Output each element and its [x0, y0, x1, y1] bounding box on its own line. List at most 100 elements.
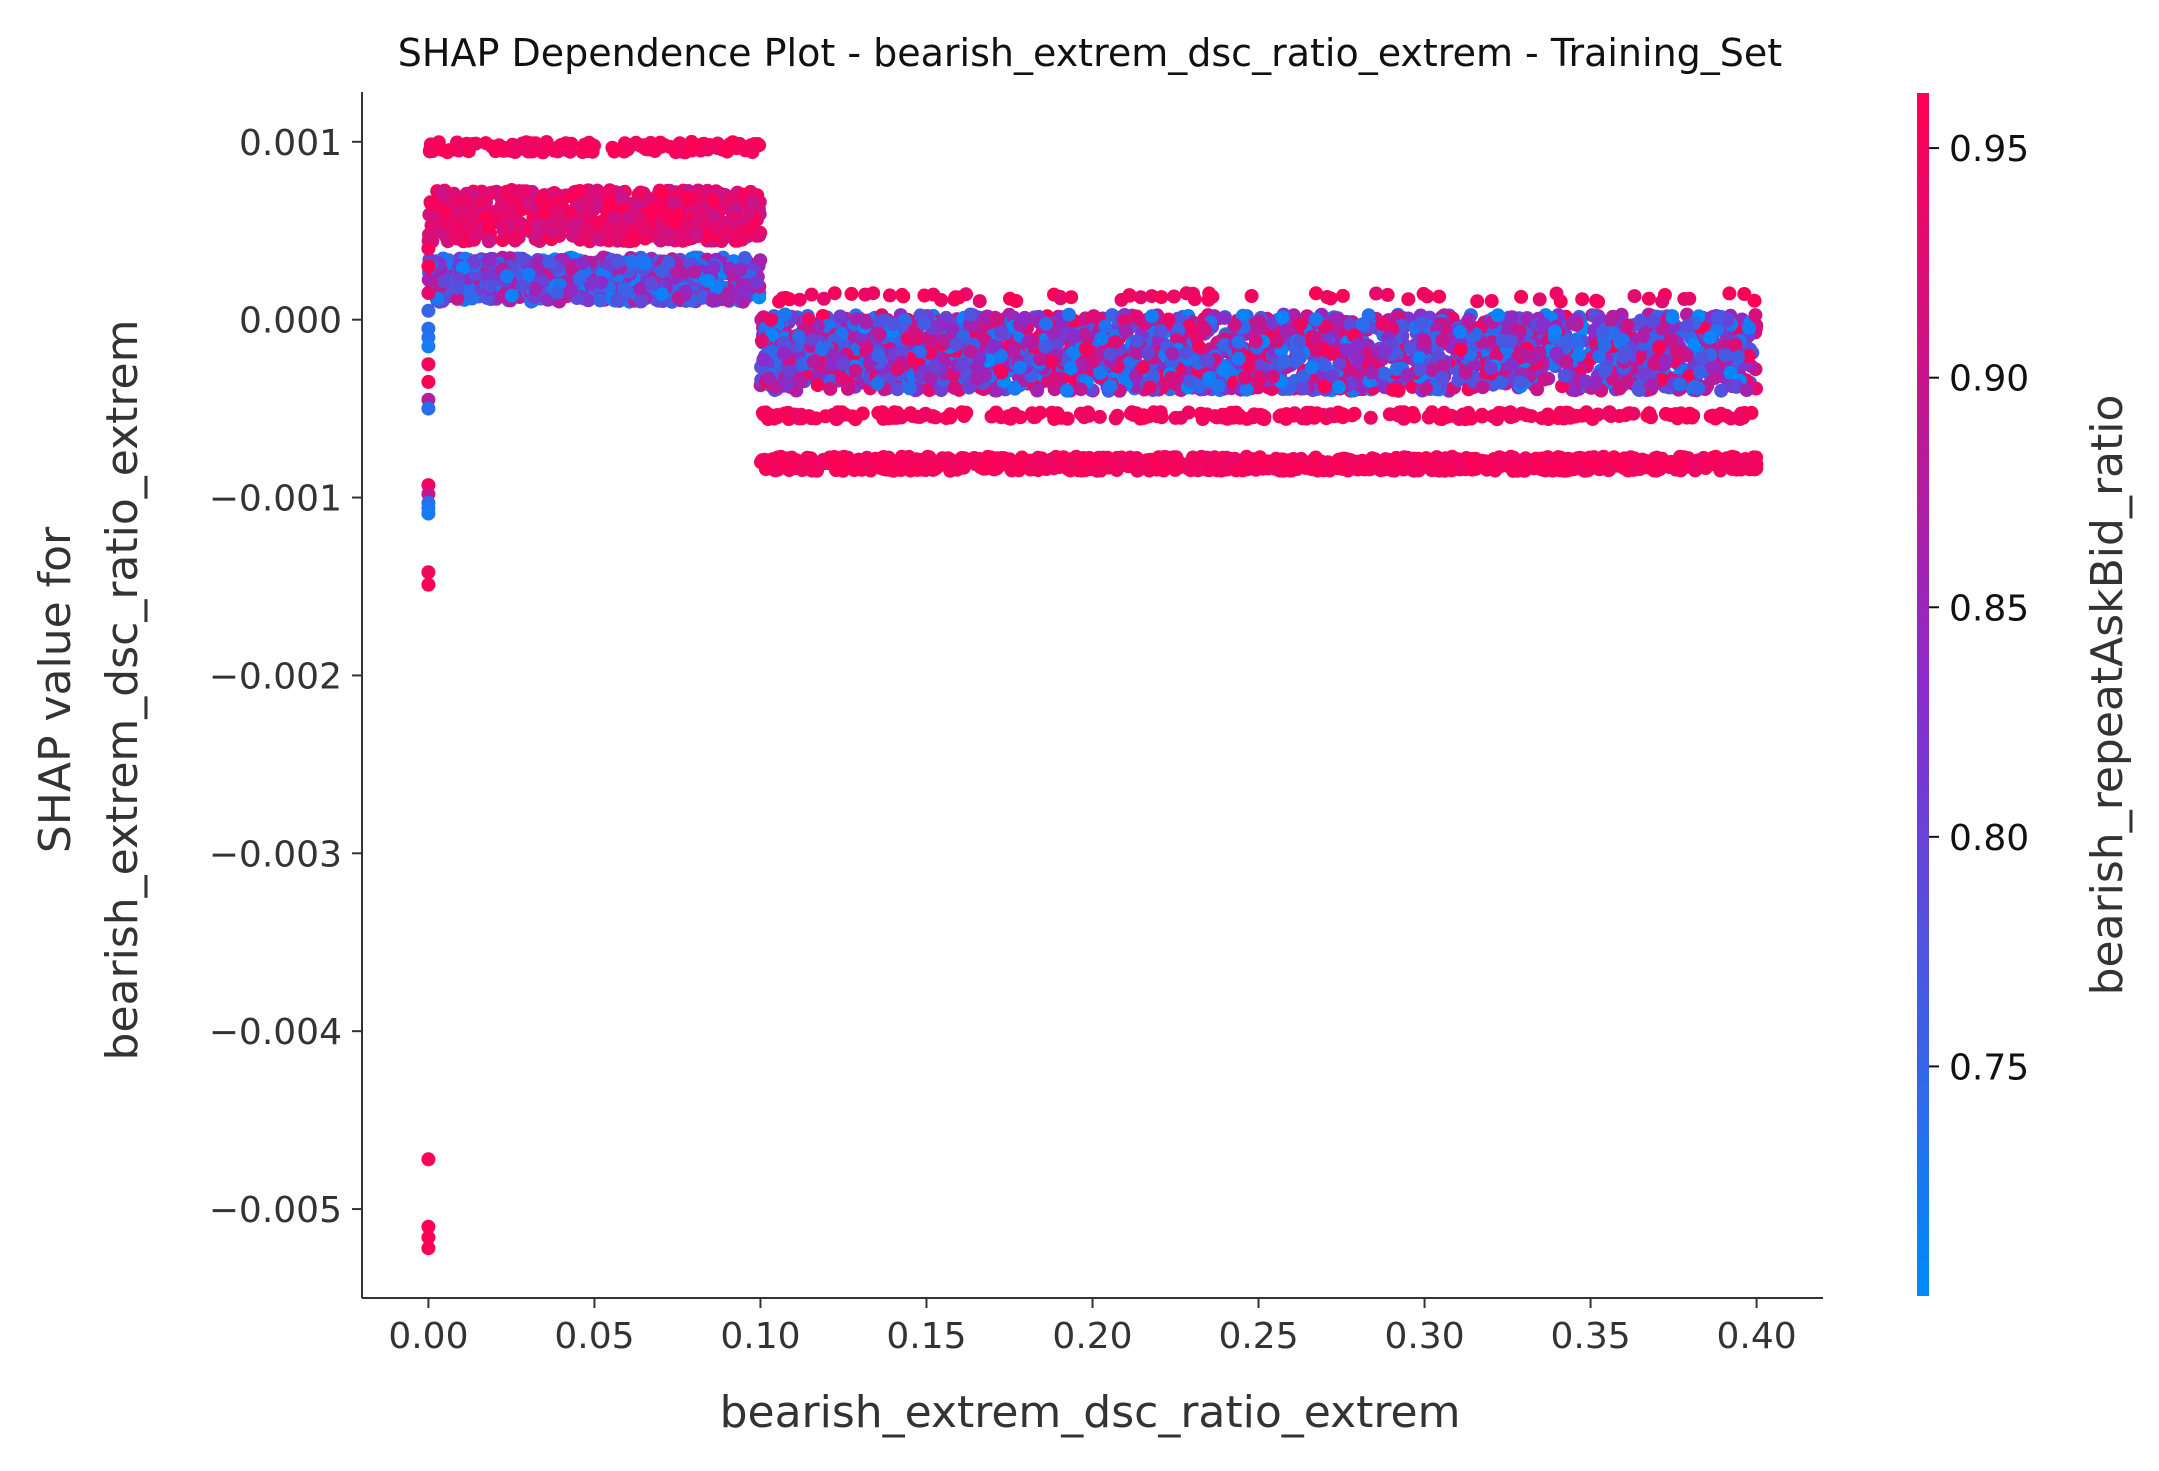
- scatter-point: [917, 316, 932, 331]
- scatter-point: [1591, 294, 1606, 309]
- scatter-point: [457, 192, 472, 207]
- scatter-point: [1620, 318, 1635, 333]
- scatter-point: [1687, 337, 1702, 352]
- scatter-point: [1530, 382, 1545, 397]
- scatter-point: [1062, 307, 1076, 322]
- scatter-point: [427, 208, 442, 223]
- scatter-point: [614, 190, 629, 205]
- scatter-point: [1129, 334, 1144, 349]
- scatter-point: [1030, 383, 1045, 398]
- scatter-point: [781, 378, 795, 393]
- scatter-point: [1339, 343, 1354, 358]
- scatter-point: [1434, 412, 1449, 427]
- scatter-point: [606, 211, 620, 226]
- scatter-point: [1702, 330, 1717, 345]
- scatter-point: [1681, 409, 1696, 424]
- scatter-point: [455, 261, 470, 275]
- scatter-point: [1375, 317, 1390, 332]
- scatter-point: [572, 271, 587, 286]
- scatter-point: [584, 276, 599, 291]
- scatter-point: [927, 360, 942, 374]
- scatter-point: [1007, 381, 1022, 396]
- scatter-point: [654, 264, 669, 278]
- scatter-point: [890, 362, 905, 377]
- scatter-point: [1435, 359, 1450, 374]
- scatter-point: [1216, 363, 1231, 377]
- scatter-point: [656, 226, 671, 241]
- scatter-point: [972, 294, 987, 309]
- scatter-point: [1292, 334, 1306, 349]
- scatter-point: [1722, 286, 1737, 301]
- scatter-point: [1378, 344, 1393, 359]
- scatter-point: [1006, 343, 1021, 358]
- chart-title: SHAP Dependence Plot - bearish_extrem_ds…: [398, 31, 1782, 75]
- scatter-point: [1078, 341, 1093, 356]
- scatter-point: [529, 218, 544, 233]
- scatter-point: [1534, 411, 1549, 426]
- scatter-point: [720, 293, 735, 308]
- scatter-point: [787, 407, 802, 422]
- scatter-point: [1191, 339, 1206, 354]
- scatter-point: [549, 285, 564, 300]
- scatter-point: [482, 253, 497, 268]
- scatter-point: [1458, 365, 1473, 380]
- scatter-point: [491, 209, 506, 223]
- scatter-point: [705, 292, 720, 307]
- scatter-point: [1304, 360, 1319, 375]
- scatter-point: [628, 208, 643, 223]
- scatter-point: [1227, 317, 1242, 332]
- scatter-point: [1435, 333, 1450, 348]
- scatter-point: [483, 278, 497, 293]
- scatter-point: [1012, 360, 1027, 375]
- scatter-point: [1239, 382, 1254, 397]
- scatter-point: [575, 256, 590, 271]
- scatter-point: [1596, 325, 1611, 340]
- scatter-point: [1663, 332, 1678, 347]
- scatter-point: [1663, 408, 1678, 422]
- scatter-point: [1231, 351, 1246, 366]
- scatter-point: [1063, 361, 1078, 376]
- scatter-point: [1275, 310, 1290, 325]
- scatter-point: [1711, 310, 1725, 325]
- scatter-point: [1145, 309, 1159, 324]
- scatter-point: [1500, 407, 1515, 422]
- scatter-point: [536, 206, 551, 221]
- scatter-point: [872, 327, 887, 342]
- scatter-point: [776, 346, 791, 361]
- scatter-point: [1277, 355, 1292, 370]
- scatter-point: [1064, 290, 1079, 305]
- scatter-point: [687, 265, 702, 279]
- scatter-point: [1331, 380, 1346, 395]
- scatter-point: [449, 231, 464, 245]
- scatter-point: [741, 206, 756, 221]
- scatter-point: [1569, 408, 1584, 423]
- scatter-point: [737, 251, 752, 265]
- scatter-point: [1707, 371, 1722, 386]
- scatter-point: [1549, 286, 1564, 301]
- scatter-point: [813, 360, 828, 374]
- scatter-point: [1414, 316, 1429, 331]
- scatter-point: [623, 234, 638, 249]
- scatter-point: [1557, 368, 1572, 383]
- scatter-point: [793, 374, 808, 389]
- scatter-point: [754, 334, 769, 348]
- scatter-point: [690, 209, 705, 224]
- scatter-point: [1723, 365, 1738, 380]
- scatter-point: [1578, 374, 1593, 389]
- scatter-point: [722, 192, 737, 206]
- scatter-point: [1193, 406, 1208, 421]
- scatter-point: [1513, 375, 1528, 390]
- scatter-point: [719, 143, 734, 158]
- scatter-point: [823, 381, 838, 396]
- scatter-point: [1086, 354, 1100, 369]
- scatter-point: [1047, 412, 1062, 426]
- scatter-point: [1425, 405, 1439, 420]
- scatter-point: [1047, 371, 1062, 386]
- scatter-point: [1632, 383, 1647, 397]
- scatter-point: [624, 254, 639, 269]
- scatter-point: [1504, 357, 1519, 372]
- scatter-point: [792, 292, 807, 307]
- scatter-point: [1514, 289, 1529, 304]
- scatter-point: [1073, 382, 1088, 397]
- scatter-point: [633, 185, 648, 200]
